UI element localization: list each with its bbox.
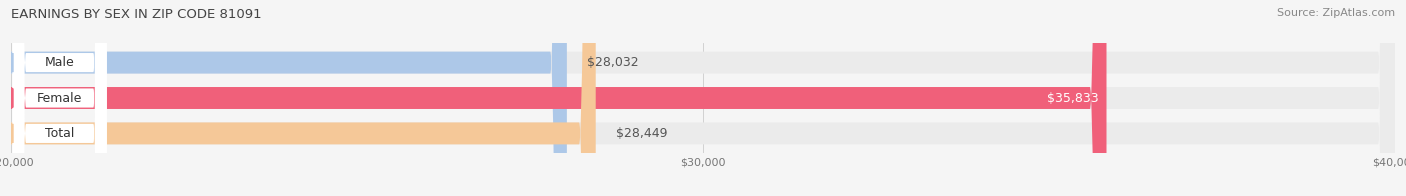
Text: $35,833: $35,833 [1046,92,1098,104]
Text: Male: Male [45,56,75,69]
FancyBboxPatch shape [13,0,107,196]
FancyBboxPatch shape [0,0,567,196]
Text: Total: Total [45,127,75,140]
Text: Female: Female [37,92,83,104]
FancyBboxPatch shape [0,0,1107,196]
Text: $28,032: $28,032 [586,56,638,69]
FancyBboxPatch shape [13,0,107,196]
FancyBboxPatch shape [13,0,107,196]
Text: EARNINGS BY SEX IN ZIP CODE 81091: EARNINGS BY SEX IN ZIP CODE 81091 [11,8,262,21]
FancyBboxPatch shape [0,0,596,196]
Text: Source: ZipAtlas.com: Source: ZipAtlas.com [1277,8,1395,18]
Text: $28,449: $28,449 [616,127,666,140]
